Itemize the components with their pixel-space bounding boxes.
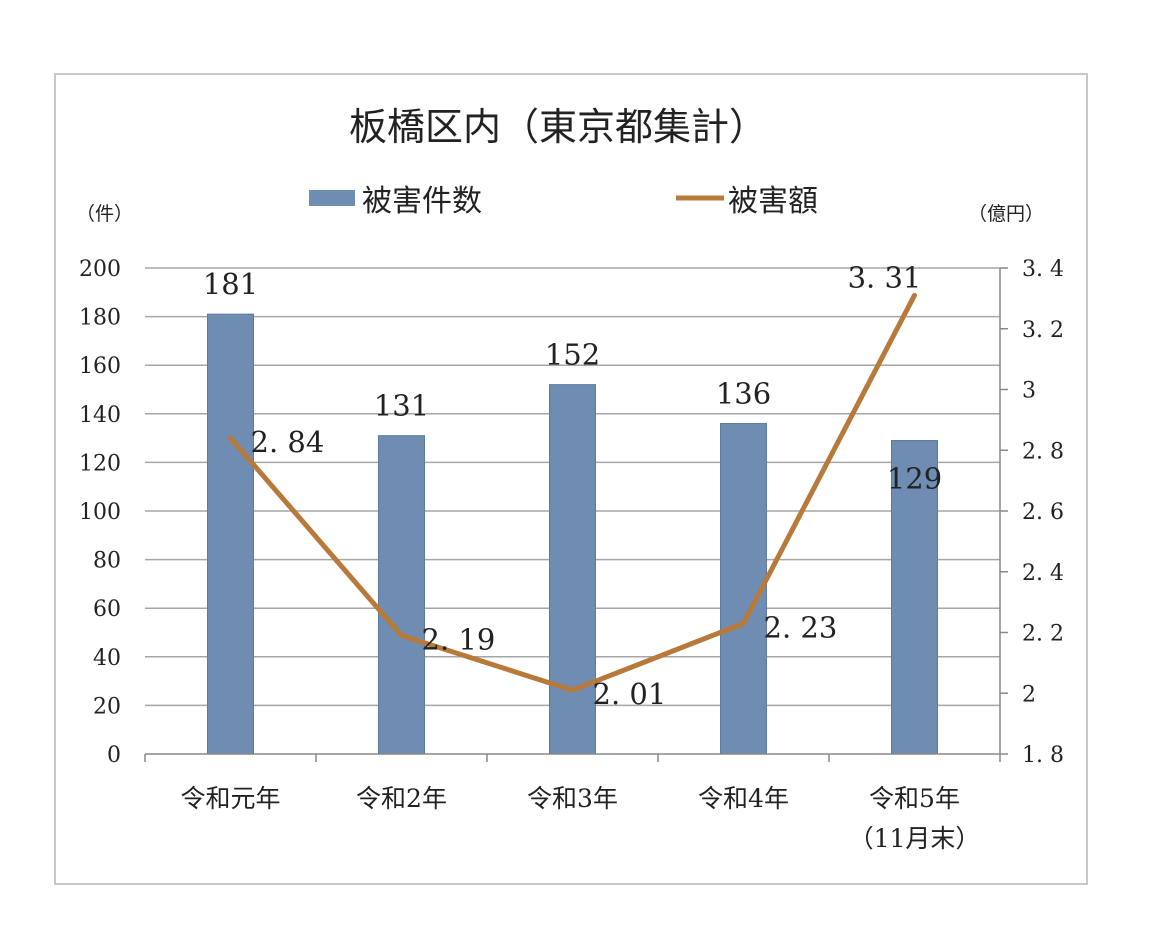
left-tick-label: 160 <box>79 354 121 379</box>
left-tick-label: 20 <box>93 694 121 719</box>
bar-data-label: 181 <box>203 267 258 301</box>
line-path <box>228 292 917 693</box>
line-data-label: 2. 19 <box>422 623 496 657</box>
bar <box>207 313 254 755</box>
category-label: 令和5年 <box>869 784 960 813</box>
category-label: 令和元年 <box>180 784 280 813</box>
left-tick-label: 120 <box>79 451 121 476</box>
left-tick-label: 60 <box>93 597 121 622</box>
left-axis-unit: （件） <box>76 203 133 225</box>
bar-data-label: 152 <box>545 338 600 372</box>
left-tick-label: 140 <box>79 403 121 428</box>
right-axis: 1. 8 2 2. 2 2. 4 2. 6 2. 8 3 3. 2 3. 4 <box>999 257 1064 768</box>
left-tick-label: 200 <box>79 257 121 282</box>
category-label: 令和4年 <box>698 784 789 813</box>
left-tick-label: 100 <box>79 500 121 525</box>
right-tick-label: 3. 2 <box>1022 318 1064 343</box>
right-tick-label: 3 <box>1022 379 1036 404</box>
data-labels: 181 131 152 136 129 2. 84 2. 19 2. 01 2. 23 3. 31 <box>203 260 942 711</box>
category-label: 令和3年 <box>527 784 618 813</box>
right-axis-unit: （億円） <box>968 203 1044 225</box>
right-tick-label: 2. 8 <box>1022 439 1064 464</box>
chart-title: 板橋区内（東京都集計） <box>349 105 767 149</box>
category-sublabel: （11月末） <box>849 824 981 853</box>
line-series <box>228 292 917 693</box>
right-tick-label: 3. 4 <box>1022 257 1064 282</box>
right-tick-label: 2 <box>1022 682 1036 707</box>
legend: 被害件数 被害額 <box>309 184 818 219</box>
legend-label-line: 被害額 <box>728 184 818 219</box>
bar <box>378 435 425 755</box>
right-tick-label: 2. 2 <box>1022 622 1064 647</box>
line-data-label: 3. 31 <box>848 260 922 294</box>
bar-data-label: 131 <box>374 389 429 423</box>
right-tick-label: 2. 4 <box>1022 561 1064 586</box>
bar <box>549 384 596 755</box>
line-data-label: 2. 01 <box>593 677 667 711</box>
left-tick-label: 0 <box>107 743 121 768</box>
line-data-label: 2. 84 <box>251 425 325 459</box>
left-tick-label: 40 <box>93 646 121 671</box>
bar-data-label: 129 <box>887 462 942 496</box>
category-label: 令和2年 <box>356 784 447 813</box>
legend-swatch-bars <box>309 190 355 206</box>
line-data-label: 2. 23 <box>764 610 838 644</box>
left-tick-label: 80 <box>93 549 121 574</box>
left-tick-label: 180 <box>79 306 121 331</box>
bar-data-label: 136 <box>716 377 771 411</box>
right-tick-label: 2. 6 <box>1022 500 1064 525</box>
left-axis: 0 20 40 60 80 100 120 140 160 180 200 <box>79 257 121 768</box>
legend-label-bars: 被害件数 <box>362 184 482 219</box>
right-tick-label: 1. 8 <box>1022 743 1064 768</box>
category-axis: 令和元年 令和2年 令和3年 令和4年 令和5年 （11月末） <box>144 753 1001 853</box>
